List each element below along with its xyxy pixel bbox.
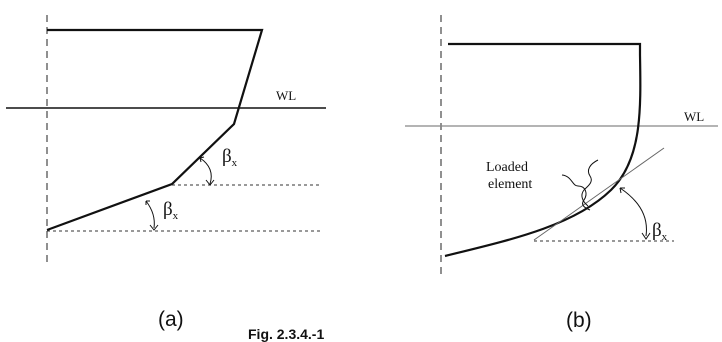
caption-a: (a): [158, 308, 184, 331]
arrowhead-icon: [199, 156, 205, 163]
beta-x-label-a2: βx: [163, 199, 179, 222]
angle-arc-a1: [199, 157, 212, 185]
leader-curve: [561, 174, 591, 211]
arrowhead-icon: [145, 200, 150, 205]
waterline-label-a: WL: [276, 88, 296, 103]
figure-caption: Fig. 2.3.4.-1: [248, 326, 325, 342]
arrowhead-icon: [149, 224, 159, 231]
loaded-element-label-1: Loaded: [486, 160, 528, 175]
arrowhead-icon: [619, 187, 625, 194]
beta-x-label-a1: βx: [222, 146, 238, 169]
panel-b: WL βx Loaded element: [405, 15, 718, 275]
arrowhead-icon: [641, 232, 651, 240]
tangent-line-b: [533, 147, 665, 241]
panel-a: WL βx βx: [6, 15, 326, 265]
waterline-label-b: WL: [684, 109, 704, 124]
hull-section-b: [444, 42, 642, 258]
element-bracket: [581, 159, 599, 207]
caption-b: (b): [566, 309, 592, 332]
hull-section-a: [46, 28, 264, 232]
angle-arc-a2: [145, 200, 155, 229]
arrowhead-icon: [205, 179, 215, 186]
angle-arc-b: [619, 187, 647, 237]
loaded-element-label-2: element: [488, 177, 532, 192]
beta-x-label-b: βx: [652, 220, 668, 243]
